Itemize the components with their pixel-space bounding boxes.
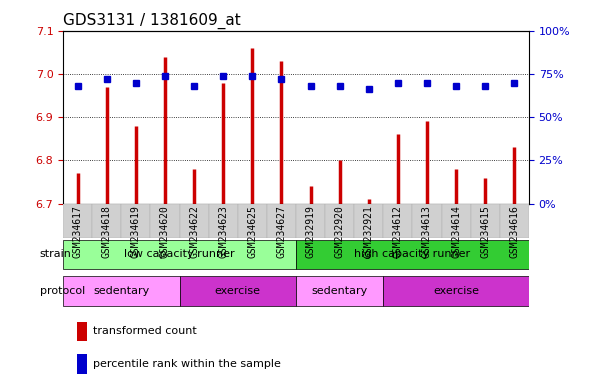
Bar [383,204,412,238]
Bar [296,240,529,269]
Bar [77,354,87,374]
Bar [121,204,150,238]
Text: GSM234620: GSM234620 [160,205,170,258]
Bar [412,204,442,238]
Text: GSM234613: GSM234613 [422,205,432,258]
Bar [209,204,238,238]
Text: GSM234622: GSM234622 [189,205,199,258]
Bar [63,240,296,269]
Text: GSM234627: GSM234627 [276,205,287,258]
Bar [238,204,267,238]
Text: sedentary: sedentary [93,286,150,296]
Text: high capacity runner: high capacity runner [355,249,471,260]
Text: GSM234625: GSM234625 [248,205,257,258]
Text: GSM234623: GSM234623 [218,205,228,258]
Bar [150,204,180,238]
Text: GSM232921: GSM232921 [364,205,374,258]
Bar [63,276,180,306]
Bar [325,204,354,238]
Bar [442,204,471,238]
Text: GDS3131 / 1381609_at: GDS3131 / 1381609_at [63,13,241,29]
Bar [180,204,209,238]
Text: percentile rank within the sample: percentile rank within the sample [93,359,281,369]
Text: protocol: protocol [40,286,85,296]
Text: exercise: exercise [215,286,261,296]
Bar [77,322,87,341]
Text: GSM234617: GSM234617 [73,205,83,258]
Bar [92,204,121,238]
Bar [471,204,500,238]
Text: GSM232919: GSM232919 [305,205,316,258]
Bar [267,204,296,238]
Bar [180,276,296,306]
Text: GSM234614: GSM234614 [451,205,461,258]
Text: GSM234612: GSM234612 [393,205,403,258]
Bar [296,204,325,238]
Bar [354,204,383,238]
Text: GSM234619: GSM234619 [131,205,141,258]
Text: exercise: exercise [433,286,479,296]
Bar [63,204,92,238]
Text: GSM234618: GSM234618 [102,205,112,258]
Text: strain: strain [40,249,72,260]
Text: low capacity runner: low capacity runner [124,249,235,260]
Text: GSM232920: GSM232920 [335,205,344,258]
Text: transformed count: transformed count [93,326,197,336]
Bar [296,276,383,306]
Text: sedentary: sedentary [311,286,368,296]
Bar [383,276,529,306]
Text: GSM234615: GSM234615 [480,205,490,258]
Bar [500,204,529,238]
Text: GSM234616: GSM234616 [509,205,519,258]
